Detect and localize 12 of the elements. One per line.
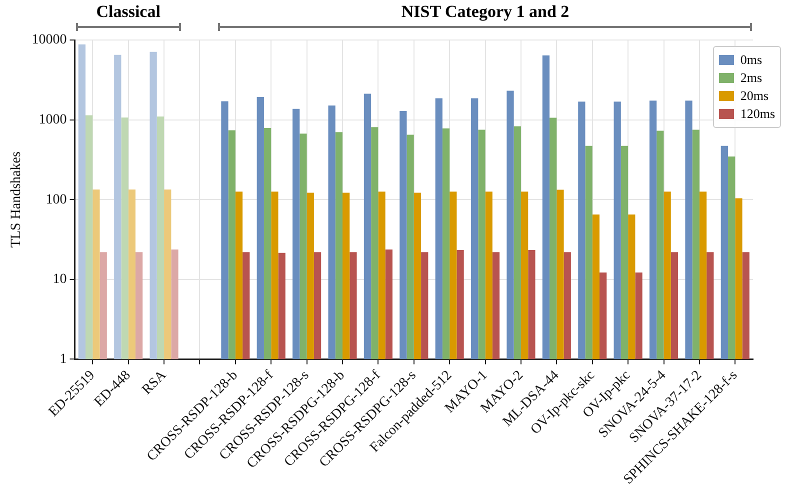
legend-label: 2ms: [740, 70, 762, 86]
y-tick-label: 1000: [38, 112, 67, 128]
text: Classical: [96, 2, 160, 22]
y-tick-label: 10000: [32, 32, 67, 48]
y-tick-label: 1: [60, 352, 67, 367]
y-tick-label: 10: [52, 272, 67, 288]
text: NIST Category 1 and 2: [401, 2, 570, 22]
y-axis-title: TLS Handshakes: [9, 152, 24, 248]
y-tick-label: 100: [46, 192, 67, 208]
legend-label: 0ms: [740, 52, 762, 68]
legend-label: 20ms: [740, 88, 768, 104]
legend-label: 120ms: [740, 106, 775, 122]
